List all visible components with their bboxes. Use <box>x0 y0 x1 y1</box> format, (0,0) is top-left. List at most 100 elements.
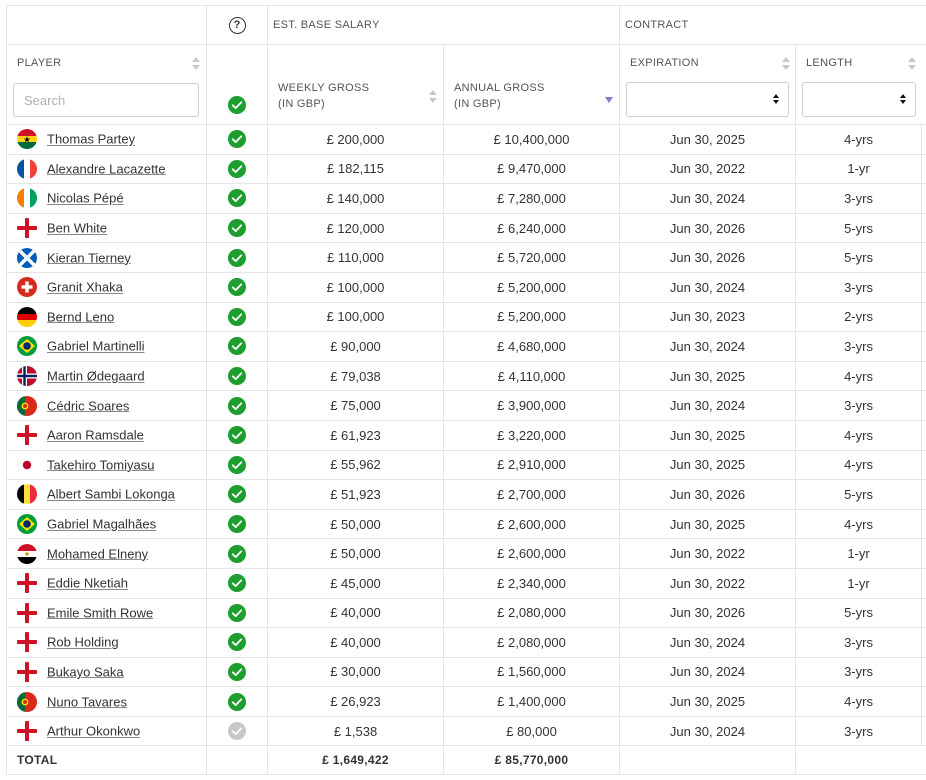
player-name-link[interactable]: Takehiro Tomiyasu <box>47 457 155 473</box>
player-cell: Thomas Partey <box>6 124 207 155</box>
weekly-gross-cell: £ 61,923 <box>267 419 444 451</box>
player-name-link[interactable]: Emile Smith Rowe <box>47 605 154 621</box>
player-name-link[interactable]: Mohamed Elneny <box>47 546 149 562</box>
player-search-input[interactable] <box>13 83 199 117</box>
player-name-link[interactable]: Granit Xhaka <box>47 279 123 295</box>
column-header-annual-gross[interactable]: ANNUAL GROSS (IN GBP) <box>442 44 621 125</box>
check-circle-icon <box>228 603 246 622</box>
player-name-link[interactable]: Gabriel Martinelli <box>47 338 145 354</box>
status-cell <box>206 183 268 214</box>
expiration-cell: Jun 30, 2025 <box>619 449 797 481</box>
weekly-gross-cell: £ 200,000 <box>267 124 444 155</box>
length-cell: 3-yrs <box>795 271 923 303</box>
edge-cell <box>921 567 926 599</box>
help-icon[interactable]: ? <box>228 17 246 34</box>
player-name-link[interactable]: Nuno Tavares <box>47 694 127 710</box>
edge-cell <box>921 390 926 421</box>
player-name-link[interactable]: Gabriel Magalhães <box>47 516 157 532</box>
annual-gross-cell: £ 2,700,000 <box>442 479 621 510</box>
total-length-blank <box>795 745 926 776</box>
edge-cell <box>921 686 926 717</box>
annual-header-line1: ANNUAL GROSS <box>454 82 545 94</box>
salary-table: ? EST. BASE SALARY CONTRACT PLAYER <box>6 5 926 776</box>
annual-gross-cell: £ 5,720,000 <box>442 242 621 273</box>
expiration-cell: Jun 30, 2024 <box>619 715 797 747</box>
total-status-blank <box>206 745 268 776</box>
annual-gross-cell: £ 3,220,000 <box>442 419 621 451</box>
check-circle-icon <box>228 426 246 445</box>
expiration-filter-select[interactable] <box>626 82 790 117</box>
length-cell: 5-yrs <box>795 212 923 244</box>
header-group-row: ? EST. BASE SALARY CONTRACT <box>6 5 926 45</box>
column-header-weekly-gross[interactable]: WEEKLY GROSS (IN GBP) <box>267 44 444 125</box>
edge-cell <box>921 124 926 155</box>
length-cell: 3-yrs <box>795 627 923 658</box>
player-name-link[interactable]: Eddie Nketiah <box>47 575 128 591</box>
weekly-gross-cell: £ 1,538 <box>267 715 444 747</box>
player-name-link[interactable]: Nicolas Pépé <box>47 190 124 206</box>
group-salary-label: EST. BASE SALARY <box>273 19 380 31</box>
player-name-link[interactable]: Alexandre Lacazette <box>47 161 166 177</box>
column-header-player[interactable]: PLAYER <box>6 44 207 125</box>
sort-toggle-icon[interactable] <box>429 90 437 104</box>
status-cell <box>206 153 268 185</box>
annual-gross-cell: £ 80,000 <box>442 715 621 747</box>
player-name-link[interactable]: Ben White <box>47 220 107 236</box>
player-cell: Emile Smith Rowe <box>6 597 207 629</box>
table-row: Ben White £ 120,000 £ 6,240,000 Jun 30, 202… <box>6 212 926 244</box>
player-name-link[interactable]: Aaron Ramsdale <box>47 427 144 443</box>
status-cell <box>206 686 268 717</box>
brazil-flag-icon <box>17 514 37 535</box>
edge-cell <box>921 360 926 392</box>
check-circle-icon <box>228 307 246 326</box>
player-cell: Mohamed Elneny <box>6 538 207 569</box>
ghana-flag-icon <box>17 129 37 150</box>
check-circle-icon <box>228 485 246 504</box>
weekly-gross-cell: £ 30,000 <box>267 656 444 688</box>
sort-descending-icon[interactable] <box>605 97 613 103</box>
player-name-link[interactable]: Bukayo Saka <box>47 664 124 680</box>
england-flag-icon <box>17 573 37 594</box>
annual-gross-cell: £ 2,600,000 <box>442 508 621 540</box>
length-filter-select[interactable] <box>802 82 917 117</box>
player-name-link[interactable]: Rob Holding <box>47 634 119 650</box>
status-cell <box>206 567 268 599</box>
player-cell: Cédric Soares <box>6 390 207 421</box>
player-name-link[interactable]: Bernd Leno <box>47 309 115 325</box>
annual-gross-cell: £ 2,080,000 <box>442 597 621 629</box>
player-name-link[interactable]: Thomas Partey <box>47 131 136 147</box>
edge-cell <box>921 331 926 362</box>
player-name-link[interactable]: Cédric Soares <box>47 398 130 414</box>
player-name-link[interactable]: Arthur Okonkwo <box>47 723 141 739</box>
japan-flag-icon <box>17 454 37 475</box>
weekly-gross-cell: £ 55,962 <box>267 449 444 481</box>
check-circle-icon <box>228 455 246 474</box>
annual-gross-cell: £ 5,200,000 <box>442 271 621 303</box>
length-cell: 3-yrs <box>795 390 923 421</box>
table-row: Kieran Tierney £ 110,000 £ 5,720,000 Jun 30… <box>6 242 926 273</box>
expiration-cell: Jun 30, 2024 <box>619 331 797 362</box>
player-name-link[interactable]: Martin Ødegaard <box>47 368 145 384</box>
edge-cell <box>921 183 926 214</box>
weekly-gross-cell: £ 40,000 <box>267 597 444 629</box>
sort-toggle-icon[interactable] <box>782 57 791 71</box>
column-header-expiration[interactable]: EXPIRATION <box>619 44 797 125</box>
status-cell <box>206 508 268 540</box>
length-cell: 2-yrs <box>795 301 923 333</box>
player-name-link[interactable]: Kieran Tierney <box>47 250 131 266</box>
table-row: Aaron Ramsdale £ 61,923 £ 3,220,000 Jun 30,… <box>6 419 926 451</box>
sort-toggle-icon[interactable] <box>192 57 200 71</box>
france-flag-icon <box>17 158 37 179</box>
expiration-cell: Jun 30, 2024 <box>619 271 797 303</box>
player-cell: Gabriel Magalhães <box>6 508 207 540</box>
column-header-status <box>206 44 268 125</box>
status-cell <box>206 360 268 392</box>
player-name-link[interactable]: Albert Sambi Lokonga <box>47 486 175 502</box>
expiration-cell: Jun 30, 2024 <box>619 183 797 214</box>
check-circle-icon <box>228 692 246 711</box>
expiration-cell: Jun 30, 2026 <box>619 597 797 629</box>
annual-gross-cell: £ 2,080,000 <box>442 627 621 658</box>
column-header-length[interactable]: LENGTH <box>795 44 926 125</box>
annual-gross-cell: £ 3,900,000 <box>442 390 621 421</box>
sort-toggle-icon[interactable] <box>908 57 917 71</box>
